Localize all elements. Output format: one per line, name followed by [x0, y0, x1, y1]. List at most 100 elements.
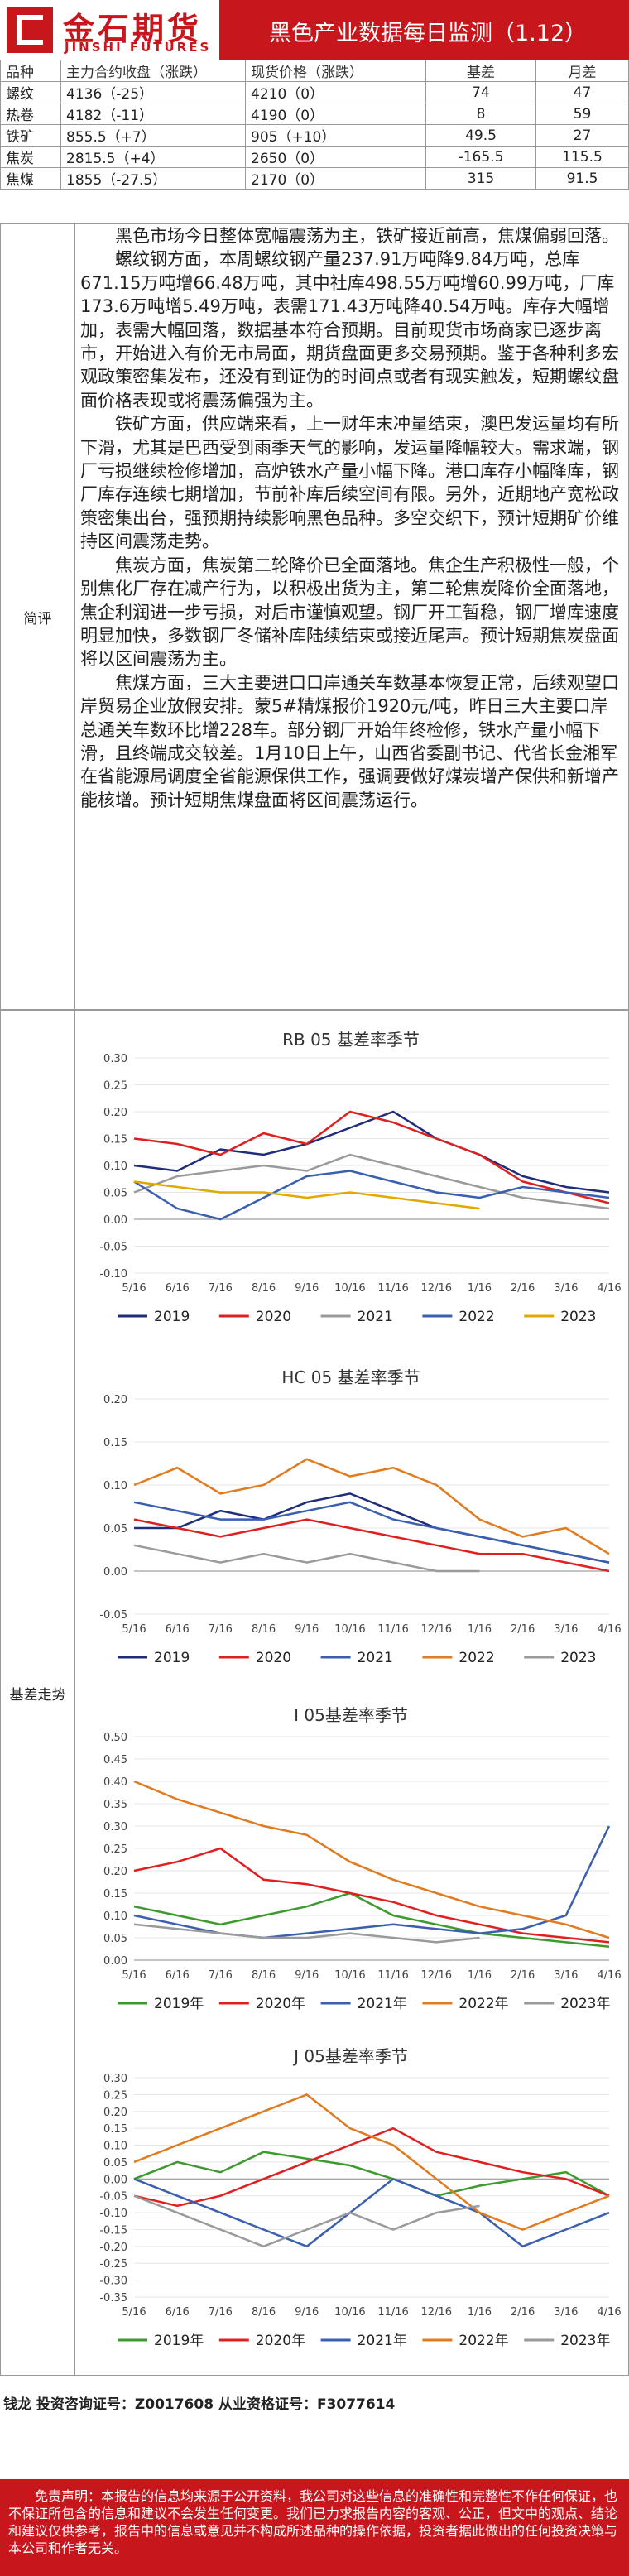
x-tick-label: 12/16: [421, 1623, 452, 1636]
y-tick-label: 0.10: [103, 1161, 127, 1173]
x-tick-label: 12/16: [421, 1282, 452, 1295]
x-tick-label: 6/16: [166, 1282, 190, 1295]
spot-price: 905（+10）: [245, 124, 426, 147]
y-tick-label: 0.25: [103, 1080, 127, 1093]
x-tick-label: 12/16: [421, 1969, 452, 1982]
series-line: [133, 2151, 610, 2198]
series-line: [133, 2177, 610, 2248]
y-tick-label: 0.15: [103, 2123, 127, 2136]
x-tick-label: 7/16: [209, 1969, 233, 1982]
legend-label: 2021: [358, 1309, 393, 1325]
y-tick-label: 0.25: [103, 2089, 127, 2102]
commodity-name: 热卷: [0, 103, 61, 125]
x-tick-label: 6/16: [166, 1623, 190, 1636]
x-tick-label: 7/16: [209, 1623, 233, 1636]
table-row: 热卷 4182（-11） 4190（0） 8 59: [0, 103, 629, 125]
legend-label: 2019: [154, 1650, 190, 1666]
spot-price: 4210（0）: [245, 81, 426, 103]
table-header-cell: 主力合约收盘（涨跌）: [60, 60, 246, 82]
y-tick-label: -0.10: [99, 2208, 127, 2220]
chart-title: HC 05 基差率季节: [281, 1367, 420, 1387]
comment-paragraph: 焦炭方面，焦炭第二轮降价已全面落地。焦企生产积极性一般，个别焦化厂存在减产行为，…: [80, 555, 619, 670]
comment-section: 简评 黑色市场今日整体宽幅震荡为主，铁矿接近前高，焦煤偏弱回落。 螺纹钢方面，本…: [0, 223, 629, 1010]
spot-price: 2170（0）: [245, 167, 426, 190]
x-tick-label: 6/16: [166, 1969, 190, 1982]
y-tick-label: 0.20: [103, 1866, 127, 1878]
y-tick-label: 0.25: [103, 1843, 127, 1856]
series-line: [133, 2093, 610, 2231]
legend-label: 2023: [560, 1309, 596, 1325]
table-header-cell: 月差: [535, 60, 629, 82]
spot-price: 2650（0）: [245, 146, 426, 168]
series-line: [133, 1458, 610, 1555]
legend-label: 2022: [459, 1309, 494, 1325]
commodity-name: 焦炭: [0, 146, 61, 168]
logo: 金石期货 JINSHI FUTURES: [0, 0, 219, 60]
x-tick-label: 11/16: [377, 1969, 408, 1982]
table-row: 铁矿 855.5（+7） 905（+10） 49.5 27: [0, 124, 629, 147]
price-table: 品种 主力合约收盘（涨跌） 现货价格（涨跌） 基差 月差 螺纹 4136（-25…: [0, 60, 629, 190]
comment-label: 简评: [1, 224, 75, 1009]
spread-value: 91.5: [535, 167, 629, 190]
legend-label: 2020: [256, 1309, 291, 1325]
chart-title: I 05基差率季节: [294, 1705, 408, 1725]
x-tick-label: 9/16: [295, 1282, 319, 1295]
x-tick-label: 3/16: [554, 1969, 578, 1982]
y-tick-label: 0.00: [103, 2174, 127, 2186]
series-line: [133, 1170, 610, 1221]
y-tick-label: 0.30: [103, 2073, 127, 2085]
y-tick-label: 0.00: [103, 1955, 127, 1968]
series-line: [133, 1544, 480, 1573]
x-tick-label: 10/16: [334, 1623, 365, 1636]
x-tick-label: 4/16: [597, 2306, 621, 2319]
basis-value: 49.5: [425, 124, 536, 147]
rb-basis-chart: RB 05 基差率季节 -0.10 -0.05 0.00 0.05 0.10 0.15 0.…: [76, 1016, 626, 1348]
futures-close: 4136（-25）: [60, 81, 246, 103]
spread-value: 59: [535, 103, 629, 125]
table-row: 螺纹 4136（-25） 4210（0） 74 47: [0, 81, 629, 103]
y-tick-label: -0.15: [99, 2224, 127, 2237]
y-tick-label: -0.05: [99, 1609, 127, 1622]
x-tick-label: 12/16: [421, 2306, 452, 2319]
x-tick-label: 1/16: [468, 1623, 492, 1636]
basis-value: 8: [425, 103, 536, 125]
comment-paragraph: 焦煤方面，三大主要进口口岸通关车数基本恢复正常，后续观望口岸贸易企业放假安排。蒙…: [80, 672, 619, 810]
y-tick-label: 0.20: [103, 2107, 127, 2119]
commodity-name: 螺纹: [0, 81, 61, 103]
y-tick-label: -0.20: [99, 2242, 127, 2254]
y-tick-label: 0.15: [103, 1437, 127, 1449]
x-tick-label: 2/16: [511, 1282, 535, 1295]
y-tick-label: -0.25: [99, 2258, 127, 2271]
y-tick-label: -0.35: [99, 2292, 127, 2304]
series-line: [133, 1501, 610, 1564]
x-tick-label: 1/16: [468, 2306, 492, 2319]
commodity-name: 焦煤: [0, 167, 61, 190]
x-tick-label: 8/16: [252, 1623, 276, 1636]
chart-title: J 05基差率季节: [294, 2046, 408, 2066]
x-tick-label: 4/16: [597, 1623, 621, 1636]
table-header-cell: 现货价格（涨跌）: [245, 60, 426, 82]
series-line: [133, 1153, 610, 1210]
legend-label: 2019年: [154, 2333, 204, 2349]
comment-paragraph: 螺纹钢方面，本周螺纹钢产量237.91万吨降9.84万吨，总库671.15万吨增…: [80, 249, 619, 411]
x-tick-label: 11/16: [377, 1282, 408, 1295]
x-tick-label: 7/16: [209, 1282, 233, 1295]
logo-chinese-text: 金石期货: [63, 11, 203, 47]
series-line: [133, 2194, 480, 2248]
y-tick-label: 0.20: [103, 1394, 127, 1406]
y-tick-label: -0.05: [99, 2191, 127, 2204]
y-tick-label: -0.10: [99, 1268, 127, 1281]
y-tick-label: 0.50: [103, 1732, 127, 1744]
table-row: 焦煤 1855（-27.5） 2170（0） 315 91.5: [0, 167, 629, 190]
y-tick-label: 0.10: [103, 2141, 127, 2153]
legend-label: 2019年: [154, 1996, 204, 2012]
x-tick-label: 11/16: [377, 2306, 408, 2319]
x-tick-label: 1/16: [468, 1282, 492, 1295]
y-tick-label: 0.00: [103, 1214, 127, 1227]
basis-value: -165.5: [425, 146, 536, 168]
legend-label: 2022年: [459, 1996, 508, 2012]
y-tick-label: 0.00: [103, 1566, 127, 1579]
x-tick-label: 9/16: [295, 1623, 319, 1636]
comment-paragraph: 黑色市场今日整体宽幅震荡为主，铁矿接近前高，焦煤偏弱回落。: [115, 226, 619, 246]
legend-label: 2023: [560, 1650, 596, 1666]
